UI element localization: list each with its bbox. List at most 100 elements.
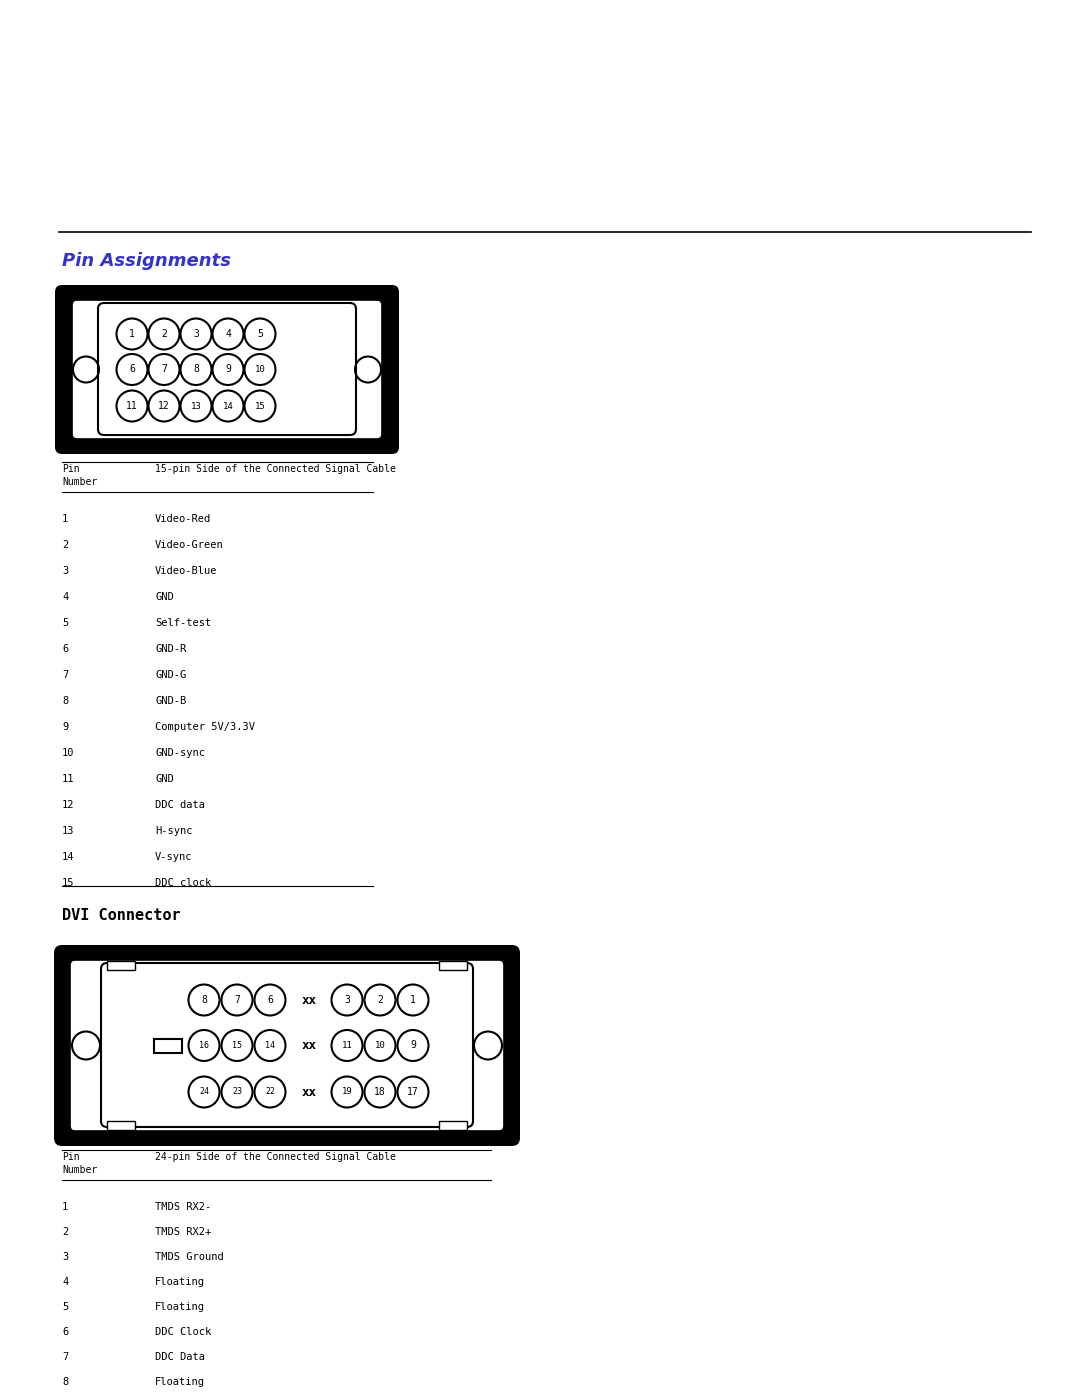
Text: 9: 9 <box>410 1041 416 1051</box>
Text: 8: 8 <box>62 696 68 705</box>
Text: 9: 9 <box>225 365 231 374</box>
Text: GND-sync: GND-sync <box>156 747 205 759</box>
Text: 11: 11 <box>62 774 75 784</box>
Text: 7: 7 <box>62 671 68 680</box>
Text: GND-G: GND-G <box>156 671 186 680</box>
Text: 1: 1 <box>62 1201 68 1213</box>
Text: xx: xx <box>301 1039 316 1052</box>
FancyBboxPatch shape <box>438 961 467 970</box>
Text: 7: 7 <box>234 995 240 1004</box>
Text: 12: 12 <box>62 800 75 810</box>
Text: Floating: Floating <box>156 1277 205 1287</box>
Text: TMDS Ground: TMDS Ground <box>156 1252 224 1261</box>
Text: 3: 3 <box>345 995 350 1004</box>
Text: 22: 22 <box>265 1087 275 1097</box>
Text: 3: 3 <box>193 330 199 339</box>
FancyBboxPatch shape <box>98 303 356 434</box>
Text: 5: 5 <box>62 617 68 629</box>
Text: 4: 4 <box>62 1277 68 1287</box>
Text: DVI Connector: DVI Connector <box>62 908 180 923</box>
Text: 11: 11 <box>341 1041 352 1051</box>
Text: TMDS RX2+: TMDS RX2+ <box>156 1227 212 1236</box>
Text: DDC clock: DDC clock <box>156 877 212 888</box>
Text: Number: Number <box>62 1165 97 1175</box>
Text: Pin: Pin <box>62 1153 80 1162</box>
Text: 15-pin Side of the Connected Signal Cable: 15-pin Side of the Connected Signal Cabl… <box>156 464 396 474</box>
Text: 15: 15 <box>255 401 266 411</box>
Text: 24: 24 <box>199 1087 210 1097</box>
Text: 10: 10 <box>255 365 266 374</box>
Text: Floating: Floating <box>156 1302 205 1312</box>
Text: Video-Green: Video-Green <box>156 541 224 550</box>
Text: 15: 15 <box>232 1041 242 1051</box>
Text: 24-pin Side of the Connected Signal Cable: 24-pin Side of the Connected Signal Cabl… <box>156 1153 396 1162</box>
Text: xx: xx <box>301 1085 316 1098</box>
Text: 2: 2 <box>161 330 167 339</box>
Text: 12: 12 <box>158 401 170 411</box>
Text: 5: 5 <box>62 1302 68 1312</box>
Text: DDC Clock: DDC Clock <box>156 1327 212 1337</box>
Text: VGA Connector: VGA Connector <box>62 286 171 300</box>
Text: 14: 14 <box>62 852 75 862</box>
Text: 6: 6 <box>62 1327 68 1337</box>
Text: 14: 14 <box>265 1041 275 1051</box>
Text: TMDS RX2-: TMDS RX2- <box>156 1201 212 1213</box>
FancyBboxPatch shape <box>70 960 504 1132</box>
Text: 14: 14 <box>222 401 233 411</box>
FancyBboxPatch shape <box>72 300 382 439</box>
Text: Number: Number <box>62 476 97 488</box>
Text: V-sync: V-sync <box>156 852 192 862</box>
Text: 17: 17 <box>407 1087 419 1097</box>
Text: 1: 1 <box>62 514 68 524</box>
Text: Video-Red: Video-Red <box>156 514 212 524</box>
Text: 3: 3 <box>62 566 68 576</box>
Text: GND: GND <box>156 774 174 784</box>
Text: Floating: Floating <box>156 1377 205 1387</box>
Text: 1: 1 <box>130 330 135 339</box>
Text: 1: 1 <box>410 995 416 1004</box>
Text: 10: 10 <box>375 1041 386 1051</box>
Text: DDC Data: DDC Data <box>156 1352 205 1362</box>
Text: 8: 8 <box>201 995 207 1004</box>
Text: Pin Assignments: Pin Assignments <box>62 251 231 270</box>
Text: 11: 11 <box>126 401 138 411</box>
Text: 10: 10 <box>62 747 75 759</box>
FancyBboxPatch shape <box>54 944 519 1146</box>
Text: 5: 5 <box>257 330 262 339</box>
Text: 15: 15 <box>62 877 75 888</box>
Text: 23: 23 <box>232 1087 242 1097</box>
FancyBboxPatch shape <box>107 961 135 970</box>
Text: 19: 19 <box>341 1087 352 1097</box>
Text: 13: 13 <box>191 401 201 411</box>
Text: 6: 6 <box>62 644 68 654</box>
Text: DDC data: DDC data <box>156 800 205 810</box>
Text: Pin: Pin <box>62 464 80 474</box>
Text: 9: 9 <box>62 722 68 732</box>
Text: 7: 7 <box>62 1352 68 1362</box>
Text: 16: 16 <box>199 1041 210 1051</box>
Text: Self-test: Self-test <box>156 617 212 629</box>
Text: 4: 4 <box>62 592 68 602</box>
FancyBboxPatch shape <box>55 285 399 454</box>
Text: 6: 6 <box>267 995 273 1004</box>
FancyBboxPatch shape <box>102 963 473 1127</box>
Text: Computer 5V/3.3V: Computer 5V/3.3V <box>156 722 255 732</box>
Text: xx: xx <box>301 993 316 1006</box>
Text: 6: 6 <box>130 365 135 374</box>
Text: GND: GND <box>156 592 174 602</box>
Text: GND-B: GND-B <box>156 696 186 705</box>
FancyBboxPatch shape <box>154 1038 183 1052</box>
Text: H-sync: H-sync <box>156 826 192 835</box>
Text: 2: 2 <box>62 541 68 550</box>
FancyBboxPatch shape <box>107 1120 135 1130</box>
Text: GND-R: GND-R <box>156 644 186 654</box>
Text: 8: 8 <box>193 365 199 374</box>
Text: 4: 4 <box>225 330 231 339</box>
FancyBboxPatch shape <box>438 1120 467 1130</box>
Text: 2: 2 <box>377 995 383 1004</box>
Text: Video-Blue: Video-Blue <box>156 566 217 576</box>
Text: 13: 13 <box>62 826 75 835</box>
Text: 8: 8 <box>62 1377 68 1387</box>
Text: 3: 3 <box>62 1252 68 1261</box>
Text: 7: 7 <box>161 365 167 374</box>
